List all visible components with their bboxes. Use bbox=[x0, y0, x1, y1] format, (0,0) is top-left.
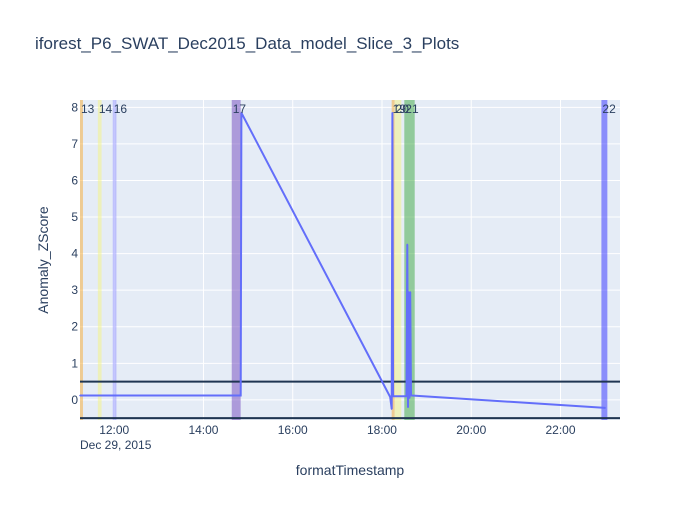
anomaly-band-label: 19 bbox=[393, 102, 407, 116]
anomaly-band-label: 22 bbox=[602, 102, 616, 116]
series-point bbox=[409, 291, 412, 293]
y-tick-label: 1 bbox=[71, 356, 78, 370]
y-tick-label: 3 bbox=[71, 283, 78, 297]
y-tick-label: 8 bbox=[71, 100, 78, 114]
series-point bbox=[392, 395, 394, 398]
series-point bbox=[405, 395, 408, 398]
x-tick-label: 22:00 bbox=[545, 423, 575, 437]
anomaly-band bbox=[404, 100, 415, 420]
x-tick-label: 20:00 bbox=[456, 423, 486, 437]
anomaly-band-label: 14 bbox=[99, 102, 113, 116]
y-tick-label: 4 bbox=[71, 247, 78, 261]
chart-title: iforest_P6_SWAT_Dec2015_Data_model_Slice… bbox=[35, 34, 460, 53]
anomaly-band-label: 20 bbox=[396, 102, 410, 116]
anomaly-band-label: 17 bbox=[233, 102, 247, 116]
anomaly-band bbox=[112, 100, 117, 420]
x-tick-label: 14:00 bbox=[188, 423, 218, 437]
series-point bbox=[604, 407, 606, 409]
series-point bbox=[240, 112, 243, 114]
series-point bbox=[407, 406, 409, 409]
series-point bbox=[408, 397, 411, 399]
series-point bbox=[406, 243, 409, 246]
series-line bbox=[80, 112, 606, 410]
series-point bbox=[391, 112, 394, 114]
anomaly-band-label: 13 bbox=[81, 102, 95, 116]
x-axis-title: formatTimestamp bbox=[296, 462, 405, 478]
y-tick-label: 5 bbox=[71, 210, 78, 224]
y-axis-title: Anomaly_ZScore bbox=[35, 206, 51, 314]
anomaly-band-label: 21 bbox=[405, 102, 419, 116]
anomaly-band bbox=[97, 100, 102, 420]
y-tick-label: 6 bbox=[71, 173, 78, 187]
x-date-label: Dec 29, 2015 bbox=[80, 438, 152, 452]
x-tick-label: 16:00 bbox=[278, 423, 308, 437]
series-point bbox=[239, 394, 242, 397]
series-point bbox=[410, 394, 413, 397]
anomaly-band bbox=[231, 100, 241, 420]
y-tick-label: 7 bbox=[71, 137, 78, 151]
anomaly-band-label: 16 bbox=[114, 102, 128, 116]
y-tick-label: 0 bbox=[71, 393, 78, 407]
series-point bbox=[389, 396, 391, 398]
y-tick-label: 2 bbox=[71, 320, 78, 334]
plot-area bbox=[80, 100, 620, 420]
series-point bbox=[390, 408, 393, 410]
series-point bbox=[79, 394, 81, 397]
x-tick-label: 12:00 bbox=[99, 423, 129, 437]
x-tick-label: 18:00 bbox=[367, 423, 397, 437]
anomaly-band bbox=[394, 100, 402, 420]
anomaly-band bbox=[80, 100, 83, 420]
anomaly-band bbox=[601, 100, 608, 420]
series-point bbox=[407, 291, 410, 293]
